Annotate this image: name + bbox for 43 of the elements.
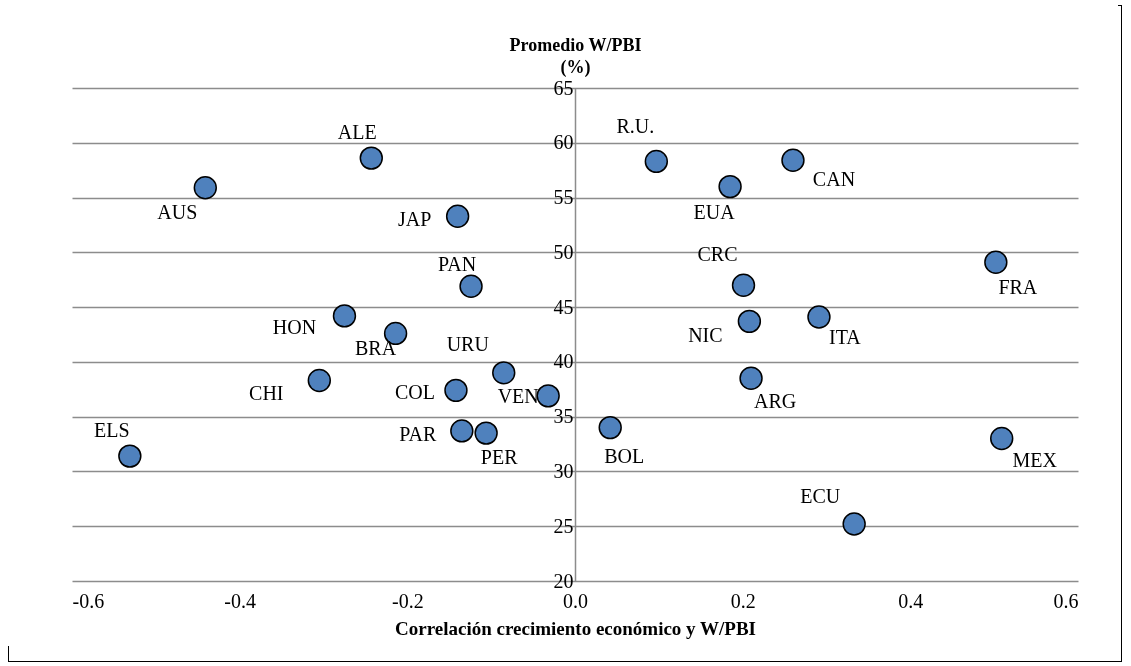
annotation: COL <box>394 381 435 404</box>
x-axis-title: Correlación crecimiento económico y W/PBI <box>395 617 756 639</box>
y-tick-label: 55 <box>553 186 574 209</box>
x-tick-label: -0.2 <box>392 589 424 612</box>
annotation: CRC <box>697 243 738 266</box>
y-tick-label: 25 <box>553 514 574 537</box>
y-tick-label: 50 <box>553 240 574 263</box>
annotation: ALE <box>337 121 377 144</box>
annotation: PAN <box>437 253 477 276</box>
annotation: HON <box>272 315 317 338</box>
annotation: FRA <box>998 276 1038 299</box>
annotation: EUA <box>693 200 736 223</box>
x-tick-label: 0.4 <box>898 589 924 612</box>
annotation: JAP <box>397 208 432 231</box>
y-tick-label: 30 <box>553 459 574 482</box>
annotation: R.U. <box>616 115 655 138</box>
x-tick-label: 0.2 <box>730 589 756 612</box>
x-tick-label: 0.6 <box>1053 589 1079 612</box>
y-tick-label: 60 <box>553 131 574 154</box>
annotation: BOL <box>604 444 645 467</box>
annotation: CHI <box>249 381 284 404</box>
x-tick-label: -0.6 <box>72 589 105 612</box>
annotation: ITA <box>829 325 862 348</box>
y-tick-label: 40 <box>553 350 574 373</box>
annotation: PAR <box>399 422 438 445</box>
annotation: CAN <box>812 168 856 191</box>
annotation: ECU <box>800 485 841 508</box>
annotation: NIC <box>688 324 723 347</box>
annotation: MEX <box>1012 448 1058 471</box>
x-tick-label: 0.0 <box>563 589 588 612</box>
y-tick-label: 65 <box>553 76 574 99</box>
annotation: URU <box>446 332 490 355</box>
x-tick-label: -0.4 <box>224 589 256 612</box>
y-axis-title: Promedio W/PBI (%) <box>509 34 642 78</box>
y-tick-label: 45 <box>553 295 574 318</box>
y-tick-label: 20 <box>553 569 574 592</box>
annotation: VEN <box>497 384 539 407</box>
annotation: ARG <box>753 390 797 413</box>
annotation: PER <box>480 446 519 469</box>
y-tick-label: 35 <box>553 405 574 428</box>
annotation: BRA <box>355 337 397 360</box>
annotation: ELS <box>94 419 130 442</box>
annotation: AUS <box>157 200 198 223</box>
